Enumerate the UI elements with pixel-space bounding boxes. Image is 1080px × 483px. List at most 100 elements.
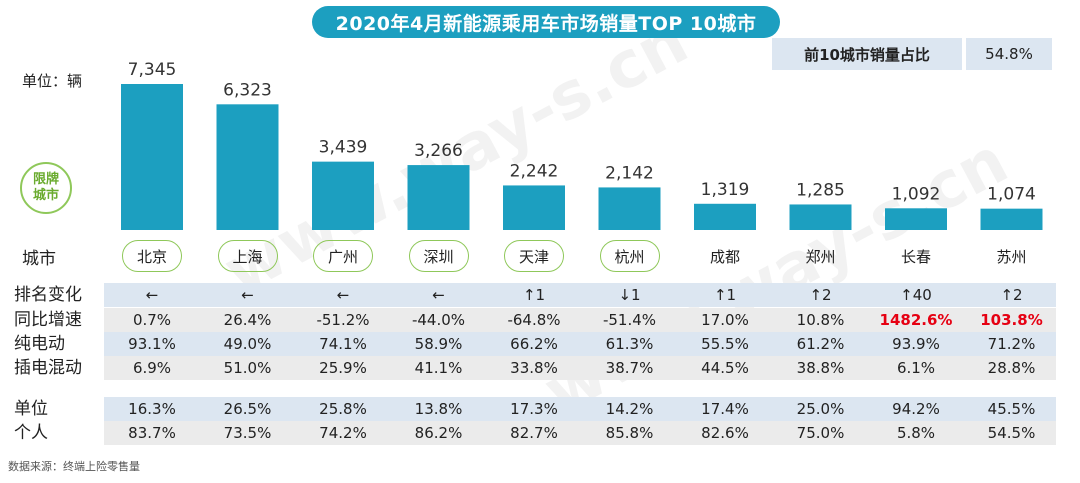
- bar-value-label-6: 1,319: [701, 180, 750, 200]
- table-cell-4-1: 26.5%: [223, 400, 272, 418]
- bar-5: [598, 187, 661, 230]
- table-row-band-1: [104, 308, 1056, 332]
- city-label-0: 北京: [122, 240, 182, 272]
- table-cell-0-1: ←: [241, 286, 254, 304]
- table-cell-2-6: 55.5%: [701, 335, 749, 353]
- table-cell-2-3: 58.9%: [414, 335, 463, 353]
- table-cell-4-8: 94.2%: [892, 400, 940, 418]
- bar-8: [885, 208, 947, 230]
- city-label-7: 郑州: [805, 247, 836, 266]
- city-label-8: 长春: [900, 247, 931, 266]
- table-cell-1-1: 26.4%: [223, 311, 272, 329]
- bar-7: [789, 204, 852, 230]
- bar-chart: 7,345 6,323 3,439 3,266 2,242 2,142 1,319 1,285…: [121, 60, 1043, 230]
- table-cell-1-4: -64.8%: [507, 311, 561, 329]
- table-cell-1-9: 103.8%: [980, 311, 1043, 329]
- table-cell-5-9: 54.5%: [987, 424, 1036, 442]
- bar-value-label-2: 3,439: [319, 138, 368, 158]
- table-row-band-3: [104, 356, 1056, 380]
- table-cell-1-6: 17.0%: [701, 311, 749, 329]
- table-cell-4-5: 14.2%: [605, 400, 654, 418]
- city-label-3: 深圳: [408, 240, 469, 272]
- table-cell-0-4: ↑1: [522, 286, 546, 304]
- table-cell-4-7: 25.0%: [796, 400, 845, 418]
- table-cell-0-6: ↑1: [713, 286, 737, 304]
- city-label-4: 天津: [504, 240, 564, 272]
- top10-share-value: 54.8%: [966, 38, 1052, 70]
- badge-line-2: 城市: [32, 188, 59, 203]
- row-label-0: 排名变化: [14, 285, 82, 305]
- table-cell-5-8: 5.8%: [896, 424, 936, 442]
- bar-9: [980, 208, 1043, 230]
- unit-label: 单位：辆: [22, 72, 83, 90]
- row-label-5: 个人: [14, 423, 48, 443]
- table-cell-5-5: 85.8%: [605, 424, 654, 442]
- bar-value-label-9: 1,074: [987, 185, 1036, 205]
- bar-6: [694, 203, 756, 230]
- chart-title: 2020年4月新能源乘用车市场销量TOP 10城市: [312, 6, 780, 38]
- table-cell-4-0: 16.3%: [128, 400, 176, 418]
- table-cell-0-9: ↑2: [1000, 286, 1023, 304]
- table-cell-3-9: 28.8%: [987, 359, 1036, 377]
- bar-3: [407, 165, 470, 230]
- table-cell-3-7: 38.8%: [796, 359, 845, 377]
- table-cell-4-2: 25.8%: [319, 400, 367, 418]
- table-cell-0-5: ↓1: [618, 286, 641, 304]
- table-cell-2-7: 61.2%: [796, 335, 845, 353]
- badge-line-1: 限牌: [32, 172, 59, 187]
- table-cell-2-8: 93.9%: [892, 335, 940, 353]
- table-cell-5-0: 83.7%: [128, 424, 176, 442]
- city-label-5: 杭州: [599, 240, 660, 272]
- row-label-2: 纯电动: [14, 334, 65, 354]
- restricted-city-badge: 限牌 城市: [20, 162, 72, 214]
- table-cell-4-9: 45.5%: [987, 400, 1036, 418]
- table-cell-5-6: 82.6%: [701, 424, 749, 442]
- table-cell-3-1: 51.0%: [223, 359, 272, 377]
- source-note: 数据来源：终端上险零售量: [8, 460, 140, 473]
- table-cell-0-2: ←: [336, 286, 350, 304]
- table-cell-0-0: ←: [145, 286, 159, 304]
- table-cell-5-4: 82.7%: [510, 424, 558, 442]
- bar-value-label-7: 1,285: [796, 180, 845, 200]
- table-cell-3-8: 6.1%: [896, 359, 936, 377]
- table-cell-2-1: 49.0%: [223, 335, 272, 353]
- table-row-band-4: [104, 397, 1056, 421]
- table-cell-1-3: -44.0%: [411, 311, 466, 329]
- table-cell-5-3: 86.2%: [414, 424, 463, 442]
- table-cell-3-6: 44.5%: [701, 359, 749, 377]
- table-cell-3-4: 33.8%: [510, 359, 558, 377]
- top10-share-label: 前10城市销量占比: [772, 38, 962, 70]
- table-cell-0-8: ↑40: [900, 286, 932, 304]
- city-label-6: 成都: [709, 247, 740, 266]
- table-cell-1-2: -51.2%: [316, 311, 370, 329]
- table-cell-1-5: -51.4%: [602, 311, 657, 329]
- row-label-3: 插电混动: [14, 358, 82, 378]
- table-cell-1-8: 1482.6%: [879, 311, 953, 329]
- bar-value-label-0: 7,345: [128, 60, 177, 80]
- table-cell-2-2: 74.1%: [319, 335, 367, 353]
- table-cell-1-0: 0.7%: [132, 311, 172, 329]
- table-row-band-2: [104, 332, 1056, 356]
- city-label-2: 广州: [313, 240, 373, 272]
- bar-value-label-8: 1,092: [892, 184, 941, 204]
- table-row-band-5: [104, 421, 1056, 445]
- table-cell-5-1: 73.5%: [223, 424, 272, 442]
- city-axis-label: 城市: [22, 249, 56, 269]
- city-label-1: 上海: [217, 240, 278, 272]
- bar-value-label-5: 2,142: [605, 163, 654, 183]
- table-cell-3-0: 6.9%: [132, 359, 172, 377]
- bar-2: [312, 161, 374, 230]
- table-cell-4-6: 17.4%: [701, 400, 749, 418]
- city-label-9: 苏州: [996, 247, 1027, 266]
- table-cell-0-3: ←: [432, 286, 445, 304]
- table-cell-4-4: 17.3%: [510, 400, 558, 418]
- table-cell-5-2: 74.2%: [319, 424, 367, 442]
- table-cell-2-0: 93.1%: [128, 335, 176, 353]
- row-label-4: 单位: [14, 399, 48, 419]
- table-cell-3-5: 38.7%: [605, 359, 654, 377]
- table-cell-4-3: 13.8%: [414, 400, 463, 418]
- row-label-1: 同比增速: [14, 310, 82, 330]
- table-cell-0-7: ↑2: [809, 286, 832, 304]
- bar-4: [503, 185, 565, 230]
- bar-value-label-3: 3,266: [414, 141, 463, 161]
